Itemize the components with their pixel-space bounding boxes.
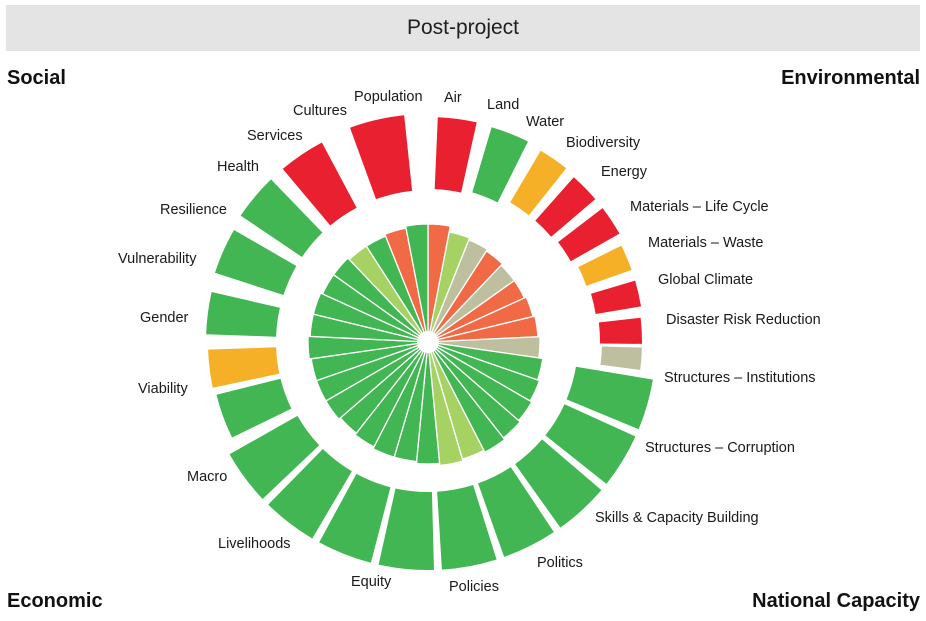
segment-label-livelihoods: Livelihoods	[218, 536, 291, 552]
outer-segment-gender	[216, 378, 292, 438]
outer-segment-viability	[229, 415, 320, 499]
segment-label-health: Health	[217, 159, 259, 175]
segment-label-equity: Equity	[351, 574, 392, 590]
outer-segment-politics	[478, 467, 554, 557]
outer-segment-policies	[437, 485, 497, 570]
outer-segment-health	[214, 230, 297, 296]
quadrant-label-economic: Economic	[7, 590, 103, 612]
segment-label-global-climate: Global Climate	[658, 272, 753, 288]
outer-segment-air	[434, 117, 477, 193]
segment-label-resilience: Resilience	[160, 202, 227, 218]
inner-slice	[404, 223, 429, 343]
outer-segment-macro	[268, 448, 352, 539]
segment-label-services: Services	[247, 128, 303, 144]
segment-label-macro: Macro	[187, 469, 227, 485]
segment-label-materials-waste: Materials – Waste	[648, 235, 764, 251]
outer-segment-livelihoods	[319, 473, 391, 563]
outer-segment-cultures	[282, 142, 357, 226]
wheel-hub	[417, 331, 439, 353]
outer-segment-skills-and-capacity-building	[515, 439, 602, 528]
outer-segment-structures-institutions	[566, 366, 653, 430]
segment-label-land: Land	[487, 97, 519, 113]
outer-segment-disaster-risk-reduction	[600, 346, 642, 370]
segment-label-disaster-risk-reduction: Disaster Risk Reduction	[666, 312, 821, 328]
outer-segment-resilience	[206, 292, 280, 337]
segment-label-vulnerability: Vulnerability	[118, 251, 197, 267]
segment-label-water: Water	[526, 114, 564, 130]
inner-ring	[307, 223, 544, 467]
quadrant-label-social: Social	[7, 67, 66, 89]
outer-segment-land	[472, 127, 528, 203]
outer-segment-energy	[558, 208, 620, 262]
segment-label-skills-and-capacity-building: Skills & Capacity Building	[595, 510, 759, 526]
outer-segment-global-climate	[598, 317, 642, 344]
segment-label-structures-institutions: Structures – Institutions	[664, 370, 816, 386]
header-bar: Post-project	[6, 5, 920, 51]
segment-label-viability: Viability	[138, 381, 188, 397]
outer-segment-vulnerability	[208, 347, 280, 388]
segment-label-cultures: Cultures	[293, 103, 347, 119]
outer-ring	[206, 115, 653, 570]
outer-segment-structures-corruption	[545, 404, 636, 484]
outer-segment-population	[350, 115, 413, 200]
segment-label-air: Air	[444, 90, 462, 106]
quadrant-label-environmental: Environmental	[781, 67, 920, 89]
quadrant-label-national-capacity: National Capacity	[752, 590, 920, 612]
outer-segment-biodiversity	[535, 177, 596, 237]
segment-label-materials-life-cycle: Materials – Life Cycle	[630, 199, 769, 215]
outer-segment-materials-waste	[591, 280, 642, 314]
outer-segment-equity	[378, 488, 434, 570]
segment-label-biodiversity: Biodiversity	[566, 135, 641, 151]
segment-label-structures-corruption: Structures – Corruption	[645, 440, 795, 456]
outer-segment-water	[510, 150, 567, 216]
segment-label-energy: Energy	[601, 164, 648, 180]
segment-label-gender: Gender	[140, 310, 189, 326]
outer-segment-materials-life-cycle	[578, 245, 632, 286]
outer-segment-services	[240, 179, 323, 257]
segment-label-politics: Politics	[537, 555, 583, 571]
segment-label-policies: Policies	[449, 579, 499, 595]
page-title: Post-project	[406, 16, 520, 39]
segment-label-population: Population	[354, 89, 423, 105]
